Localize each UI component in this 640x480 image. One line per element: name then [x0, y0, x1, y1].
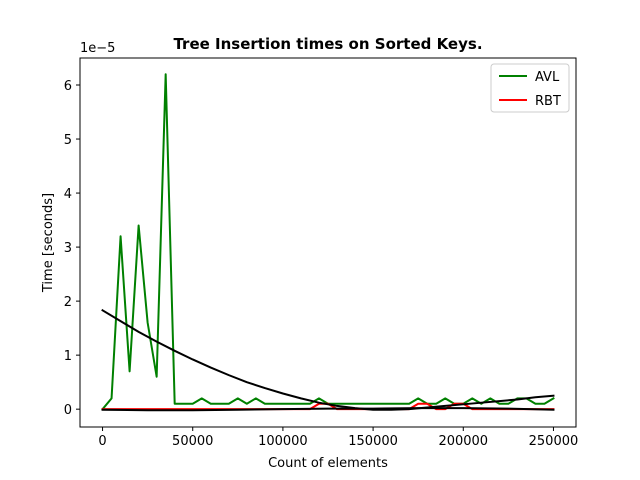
- y-tick-label: 6: [64, 79, 72, 94]
- x-tick-label: 100000: [258, 434, 308, 449]
- axes-frame: [79, 57, 577, 428]
- y-tick-label: 2: [64, 295, 72, 310]
- x-tick-label: 0: [98, 434, 106, 449]
- rbt-legend-label: RBT: [535, 94, 561, 109]
- y-tick-label: 5: [64, 133, 72, 148]
- x-tick-label: 250000: [529, 434, 579, 449]
- y-tick-label: 0: [64, 403, 72, 418]
- y-axis-label: Time [seconds]: [41, 193, 56, 293]
- legend: AVL RBT: [490, 63, 570, 113]
- trend-line-2: [101, 308, 555, 411]
- avl-legend-label: AVL: [535, 70, 560, 85]
- y-tick-label: 1: [64, 349, 72, 364]
- ticks: 0 50000 100000 150000 200000 250000 0 1 2 3 4 5 6: [64, 79, 579, 449]
- x-axis-label: Count of elements: [268, 456, 388, 471]
- y-axis-multiplier: 1e−5: [80, 41, 115, 56]
- y-tick-label: 3: [64, 241, 72, 256]
- x-tick-label: 150000: [348, 434, 398, 449]
- chart-title: Tree Insertion times on Sorted Keys.: [173, 35, 482, 53]
- trend-line-3: [101, 407, 555, 412]
- y-tick-label: 4: [64, 187, 72, 202]
- x-tick-label: 50000: [172, 434, 213, 449]
- plot-area: [101, 73, 555, 412]
- x-tick-label: 200000: [438, 434, 488, 449]
